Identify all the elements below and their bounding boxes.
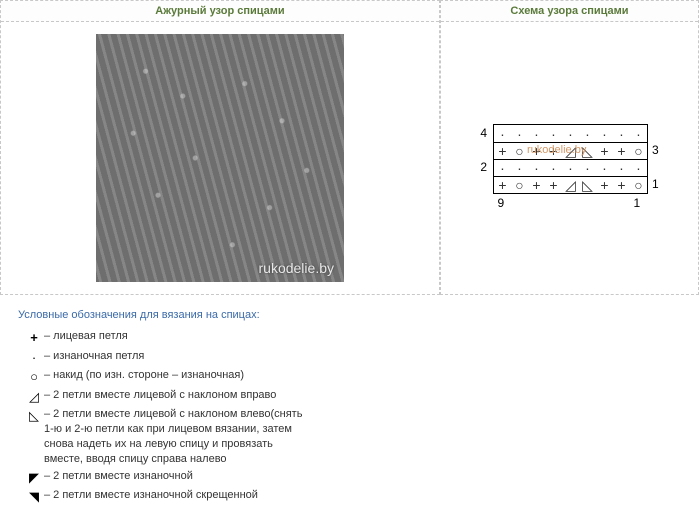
chart-row-label-right: 1 (652, 177, 659, 191)
chart-cell: · (528, 125, 545, 142)
chart-cell: ◿ (562, 176, 579, 193)
chart-cell: · (545, 159, 562, 176)
chart-row-label-right: 3 (652, 143, 659, 157)
chart-cell: · (596, 159, 613, 176)
legend-symbol: · (24, 349, 44, 367)
chart-cell: · (630, 159, 647, 176)
legend-row: ◺– 2 петли вместе лицевой с наклоном вле… (24, 407, 699, 466)
chart-cell: ○ (630, 176, 647, 193)
photo-texture (96, 34, 344, 282)
chart-cell: + (596, 176, 613, 193)
chart-cell: ◿ (562, 142, 579, 159)
chart-cell: · (528, 159, 545, 176)
legend-text: – 2 петли вместе лицевой с наклоном влев… (44, 407, 314, 466)
legend-symbol: ◥ (24, 488, 44, 506)
legend-row: ◿– 2 петли вместе лицевой с наклоном впр… (24, 388, 699, 406)
chart-cell: · (562, 159, 579, 176)
chart-cell: + (613, 142, 630, 159)
chart-cell: ◺ (579, 176, 596, 193)
legend-text: – накид (по изн. стороне – изнаночная) (44, 368, 244, 383)
chart-cell: ○ (511, 142, 528, 159)
chart-cell: ○ (630, 142, 647, 159)
chart-cell: + (494, 176, 511, 193)
chart-cell: · (596, 125, 613, 142)
legend-text: – изнаночная петля (44, 349, 144, 364)
chart-row-label-left: 2 (480, 160, 487, 174)
chart-cell: · (494, 125, 511, 142)
legend-text: – 2 петли вместе лицевой с наклоном впра… (44, 388, 276, 403)
legend-row: ○– накид (по изн. стороне – изнаночная) (24, 368, 699, 386)
pattern-photo: rukodelie.by (96, 34, 344, 282)
chart-cell: + (545, 176, 562, 193)
chart-cell: · (494, 159, 511, 176)
chart-cell: ◺ (579, 142, 596, 159)
top-table: Ажурный узор спицами rukodelie.by Схема … (0, 0, 699, 295)
legend-title: Условные обозначения для вязания на спиц… (18, 309, 699, 321)
legend-symbol: ◤ (24, 469, 44, 487)
legend-text: – лицевая петля (44, 329, 128, 344)
chart-cell: · (579, 125, 596, 142)
chart-grid: ·········+○++◿◺++○·········+○++◿◺++○ (493, 124, 648, 194)
chart-col-label: 1 (634, 196, 641, 210)
legend-symbol: ○ (24, 368, 44, 386)
chart-cell: · (545, 125, 562, 142)
legend-text: – 2 петли вместе изнаночной (44, 469, 193, 484)
photo-content: rukodelie.by (1, 22, 439, 294)
legend-text: – 2 петли вместе изнаночной скрещенной (44, 488, 258, 503)
chart-col-label: 9 (498, 196, 505, 210)
left-column: Ажурный узор спицами rukodelie.by (0, 0, 440, 295)
header-left: Ажурный узор спицами (1, 1, 439, 22)
legend-row: ◤– 2 петли вместе изнаночной (24, 469, 699, 487)
chart-cell: · (579, 159, 596, 176)
chart-cell: · (562, 125, 579, 142)
chart-cell: · (511, 125, 528, 142)
chart-cell: + (528, 142, 545, 159)
right-column: Схема узора спицами ·········+○++◿◺++○··… (440, 0, 699, 295)
chart-row-label-left: 4 (480, 126, 487, 140)
chart-cell: + (596, 142, 613, 159)
legend-symbol: ◺ (24, 407, 44, 425)
legend-row: ·– изнаночная петля (24, 349, 699, 367)
knitting-chart: ·········+○++◿◺++○·········+○++◿◺++○4231… (493, 124, 646, 192)
chart-cell: ○ (511, 176, 528, 193)
legend-symbol: ◿ (24, 388, 44, 406)
photo-watermark: rukodelie.by (259, 260, 335, 276)
chart-content: ·········+○++◿◺++○·········+○++◿◺++○4231… (441, 22, 698, 294)
chart-cell: · (511, 159, 528, 176)
legend: +– лицевая петля·– изнаночная петля○– на… (24, 329, 699, 506)
legend-symbol: + (24, 329, 44, 347)
chart-cell: + (528, 176, 545, 193)
chart-cell: + (613, 176, 630, 193)
chart-cell: · (613, 125, 630, 142)
chart-cell: + (494, 142, 511, 159)
chart-cell: · (630, 125, 647, 142)
legend-row: +– лицевая петля (24, 329, 699, 347)
chart-cell: + (545, 142, 562, 159)
chart-cell: · (613, 159, 630, 176)
header-right: Схема узора спицами (441, 1, 698, 22)
legend-row: ◥– 2 петли вместе изнаночной скрещенной (24, 488, 699, 506)
